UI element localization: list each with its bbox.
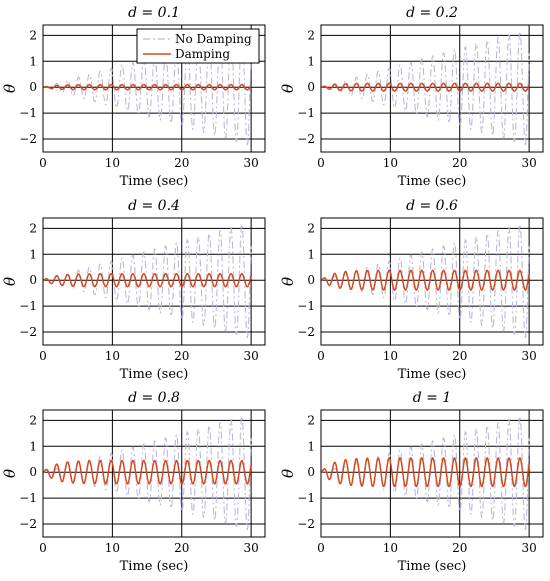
x-tick-label: 0 xyxy=(39,349,47,363)
x-tick-label: 10 xyxy=(383,541,398,555)
y-tick-label: −2 xyxy=(19,325,37,339)
y-axis-label: θ xyxy=(1,84,19,93)
x-tick-label: 10 xyxy=(105,156,120,170)
x-tick-label: 20 xyxy=(174,349,189,363)
x-axis-label: Time (sec) xyxy=(398,559,467,574)
x-tick-label: 30 xyxy=(521,541,536,555)
x-tick-label: 20 xyxy=(452,541,467,555)
y-tick-label: 1 xyxy=(29,54,37,68)
y-tick-label: 1 xyxy=(29,247,37,261)
y-tick-label: −1 xyxy=(19,299,37,313)
plot-frame xyxy=(320,217,544,346)
y-tick-label: −1 xyxy=(297,299,315,313)
y-tick-label: 2 xyxy=(307,28,315,42)
subplot-title: d = 0.4 xyxy=(128,198,180,214)
y-axis-label: θ xyxy=(279,469,297,478)
x-tick-label: 20 xyxy=(174,541,189,555)
y-tick-label: −1 xyxy=(19,491,37,505)
x-tick-label: 0 xyxy=(317,541,325,555)
plot-frame xyxy=(42,24,266,153)
legend-label-no-damping: No Damping xyxy=(175,32,252,46)
subplot-title: d = 1 xyxy=(413,390,452,406)
x-axis-label: Time (sec) xyxy=(398,367,467,382)
x-tick-label: 10 xyxy=(105,349,120,363)
y-tick-label: −1 xyxy=(297,106,315,120)
plot-frame xyxy=(42,409,266,538)
x-axis-label: Time (sec) xyxy=(398,174,467,189)
y-tick-label: −2 xyxy=(297,325,315,339)
y-axis-label: θ xyxy=(1,469,19,478)
x-tick-label: 30 xyxy=(243,541,258,555)
x-tick-label: 30 xyxy=(243,156,258,170)
x-tick-label: 10 xyxy=(105,541,120,555)
series-damping-line xyxy=(321,269,530,291)
x-tick-label: 10 xyxy=(383,349,398,363)
plot-frame xyxy=(320,409,544,538)
series-damping-line xyxy=(43,83,252,91)
subplot-title: d = 0.2 xyxy=(406,5,458,21)
x-tick-label: 10 xyxy=(383,156,398,170)
x-tick-label: 30 xyxy=(243,349,258,363)
y-axis-label: θ xyxy=(279,277,297,286)
y-tick-label: 2 xyxy=(307,221,315,235)
y-tick-label: −1 xyxy=(297,491,315,505)
y-tick-label: 0 xyxy=(29,80,37,94)
x-tick-label: 0 xyxy=(39,541,47,555)
series-damping-line xyxy=(43,459,252,485)
y-tick-label: −2 xyxy=(297,517,315,531)
x-tick-label: 30 xyxy=(521,349,536,363)
y-tick-label: 0 xyxy=(307,273,315,287)
legend-box xyxy=(136,28,260,64)
y-tick-label: 1 xyxy=(307,247,315,261)
y-tick-label: −2 xyxy=(19,132,37,146)
y-tick-label: 0 xyxy=(307,80,315,94)
plot-frame xyxy=(42,217,266,346)
x-tick-label: 30 xyxy=(521,156,536,170)
legend-label-damping: Damping xyxy=(175,47,230,61)
x-axis-label: Time (sec) xyxy=(120,559,189,574)
series-no-damping-line xyxy=(43,30,252,146)
y-tick-label: 2 xyxy=(307,413,315,427)
y-tick-label: 1 xyxy=(307,439,315,453)
y-axis-label: θ xyxy=(1,277,19,286)
y-axis-label: θ xyxy=(279,84,297,93)
x-tick-label: 20 xyxy=(452,349,467,363)
y-tick-label: 0 xyxy=(29,465,37,479)
y-tick-label: 1 xyxy=(307,54,315,68)
x-tick-label: 0 xyxy=(317,156,325,170)
y-tick-label: 1 xyxy=(29,439,37,453)
series-no-damping-line xyxy=(321,30,530,146)
y-tick-label: −2 xyxy=(19,517,37,531)
y-tick-label: −1 xyxy=(19,106,37,120)
series-damping-line xyxy=(43,272,252,288)
y-tick-label: 0 xyxy=(29,273,37,287)
series-no-damping-line xyxy=(43,223,252,339)
plot-frame xyxy=(320,24,544,153)
x-tick-label: 0 xyxy=(39,156,47,170)
series-damping-line xyxy=(321,82,530,92)
y-tick-label: 2 xyxy=(29,221,37,235)
y-tick-label: 2 xyxy=(29,413,37,427)
y-tick-label: 0 xyxy=(307,465,315,479)
subplot-title: d = 0.6 xyxy=(406,198,458,214)
series-damping-line xyxy=(321,457,530,488)
x-tick-label: 20 xyxy=(452,156,467,170)
x-tick-label: 0 xyxy=(317,349,325,363)
x-axis-label: Time (sec) xyxy=(120,367,189,382)
y-tick-label: −2 xyxy=(297,132,315,146)
x-axis-label: Time (sec) xyxy=(120,174,189,189)
subplot-title: d = 0.8 xyxy=(128,390,180,406)
x-tick-label: 20 xyxy=(174,156,189,170)
y-tick-label: 2 xyxy=(29,28,37,42)
subplot-title: d = 0.1 xyxy=(128,5,180,21)
